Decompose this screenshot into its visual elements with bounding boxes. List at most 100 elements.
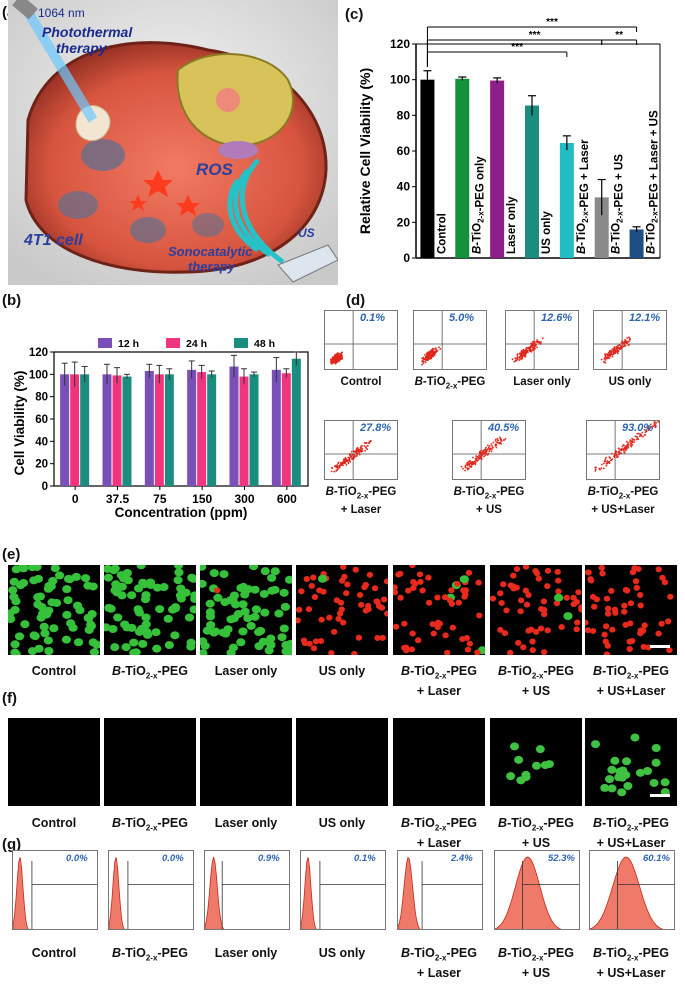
event-dot — [477, 456, 480, 459]
laser-source — [12, 0, 38, 20]
event-dot — [629, 440, 631, 443]
cell — [425, 599, 433, 606]
event-dot — [608, 461, 611, 463]
event-dot — [644, 431, 647, 434]
event-dot — [349, 454, 351, 457]
cell-field — [393, 718, 485, 806]
event-dot — [613, 453, 616, 456]
event-dot — [647, 425, 650, 427]
cell — [455, 599, 462, 606]
event-dot — [649, 423, 652, 426]
flow-scatter-svg — [325, 311, 397, 369]
cell — [622, 757, 632, 766]
flow-scatter-svg — [414, 311, 486, 369]
event-dot — [479, 453, 482, 456]
cell — [401, 644, 408, 651]
event-dot — [616, 349, 619, 352]
flow-group-label: B-TiO2-x-PEG — [414, 376, 486, 391]
event-dot — [630, 444, 632, 447]
histogram-group-label: B-TiO2-x-PEG + US+Laser — [593, 946, 669, 980]
category-label: Laser only — [506, 196, 518, 254]
y-axis-label: Cell Viability (%) — [12, 371, 27, 476]
ros-probe-group-label: B-TiO2-x-PEG + US — [498, 816, 574, 850]
cell — [240, 607, 250, 616]
cell — [213, 593, 223, 602]
event-dot — [348, 458, 351, 461]
significance-bracket — [426, 51, 568, 67]
event-dot — [334, 361, 337, 364]
event-dot — [533, 341, 536, 343]
cell — [338, 606, 345, 613]
event-dot — [367, 441, 370, 444]
cell-field — [200, 718, 292, 806]
cell — [308, 582, 315, 589]
cell — [371, 585, 379, 592]
event-dot — [486, 444, 489, 447]
cell — [279, 588, 289, 597]
cell — [410, 584, 417, 591]
cell — [540, 649, 548, 655]
cell — [419, 587, 426, 594]
cell — [64, 574, 74, 583]
cell — [514, 755, 524, 764]
live-dead-group-label: US only — [318, 664, 366, 678]
event-dot — [366, 448, 369, 451]
event-dot — [603, 462, 605, 465]
event-dot — [337, 355, 340, 357]
event-dot — [339, 463, 342, 466]
cell — [627, 620, 634, 627]
event-dot — [471, 460, 474, 463]
event-dot — [622, 444, 625, 446]
event-dot — [365, 442, 368, 444]
cell — [555, 577, 562, 584]
event-dot — [465, 463, 468, 466]
cell — [189, 605, 196, 614]
cell — [351, 650, 358, 655]
cell — [11, 565, 21, 574]
cell — [540, 761, 550, 770]
cell — [311, 594, 319, 601]
event-dot — [424, 356, 427, 359]
event-dot — [478, 450, 481, 453]
event-dot — [433, 354, 436, 356]
cell — [535, 745, 545, 754]
histogram-curve — [109, 857, 125, 929]
cell — [200, 637, 208, 646]
event-dot — [496, 437, 499, 440]
y-tick-label: 40 — [397, 180, 411, 194]
cell — [71, 572, 81, 581]
cell — [462, 591, 469, 598]
cell — [520, 644, 527, 651]
event-dot — [607, 356, 610, 359]
event-dot — [481, 454, 484, 457]
cell — [159, 583, 169, 592]
event-dot — [356, 453, 358, 456]
x-tick-label: 75 — [153, 492, 167, 506]
cell — [267, 586, 277, 595]
cell — [626, 645, 633, 652]
cell — [303, 576, 310, 583]
flow-group-label: B-TiO2-x-PEG + US — [453, 486, 525, 517]
cell — [540, 598, 548, 605]
live-dead-group-label: Control — [31, 664, 77, 678]
cell — [260, 567, 270, 576]
event-dot — [613, 346, 616, 348]
event-dot — [471, 463, 474, 466]
event-dot — [426, 359, 429, 361]
flow-scatter-plot — [586, 420, 660, 480]
cell — [604, 610, 612, 617]
us-label: US — [298, 226, 315, 240]
cell — [522, 587, 530, 594]
event-dot — [617, 447, 620, 450]
cell — [384, 610, 388, 617]
event-dot — [428, 355, 431, 358]
flow-scatter-plot — [593, 310, 667, 370]
event-dot — [339, 353, 342, 356]
event-dot — [338, 465, 341, 468]
event-dot — [610, 350, 613, 352]
panel-letter-e: (e) — [2, 546, 21, 563]
flow-scatter-plot — [505, 310, 579, 370]
event-dot — [356, 446, 359, 449]
cell — [104, 573, 113, 582]
histogram-group-label: Laser only — [214, 946, 278, 960]
